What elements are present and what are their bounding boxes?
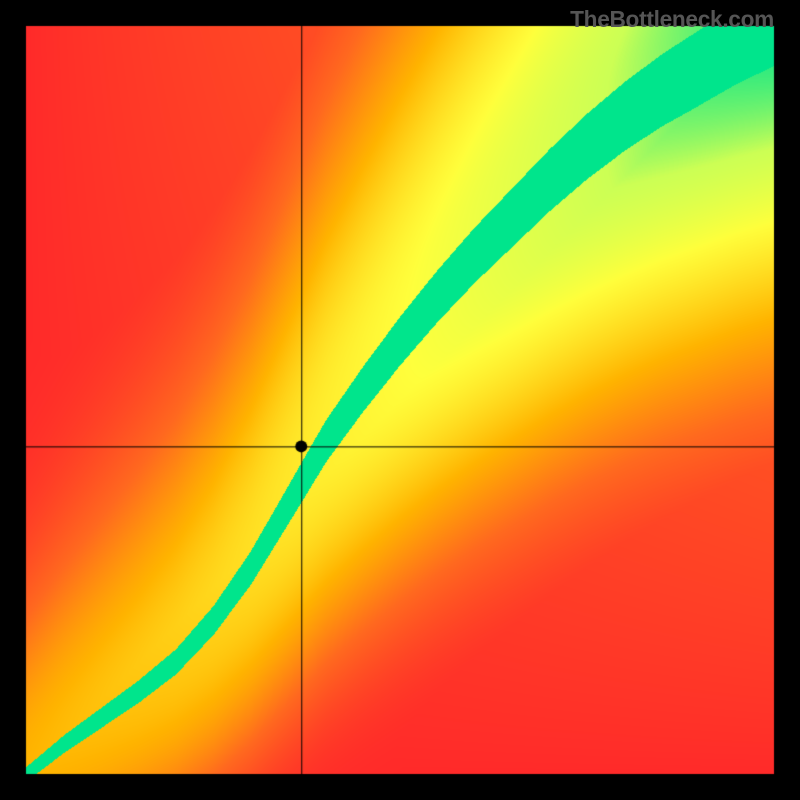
watermark-text: TheBottleneck.com — [570, 6, 774, 33]
heatmap-canvas — [0, 0, 800, 800]
chart-container: TheBottleneck.com — [0, 0, 800, 800]
